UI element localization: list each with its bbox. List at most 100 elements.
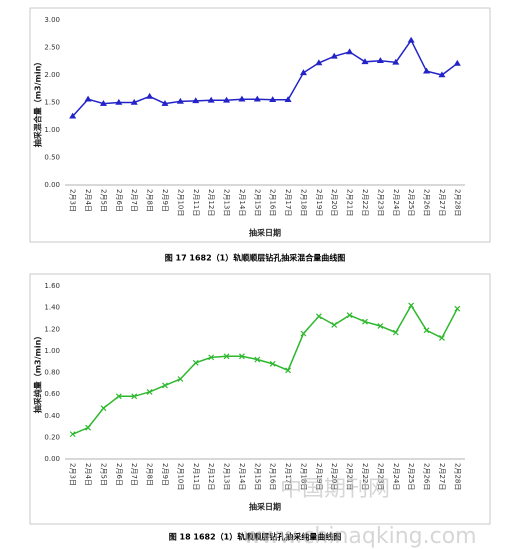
marker (223, 353, 230, 360)
marker (146, 389, 153, 395)
x-tick-label: 2月26日 (423, 189, 431, 216)
x-tick-label: 2月18日 (299, 463, 307, 490)
x-tick-label: 2月4日 (84, 189, 92, 212)
x-tick-label: 2月23日 (376, 463, 384, 490)
marker (453, 59, 461, 66)
x-tick-label: 2月13日 (223, 189, 231, 216)
y-tick-label: 1.20 (44, 325, 60, 333)
marker (177, 376, 184, 382)
x-tick-label: 2月23日 (376, 189, 384, 216)
marker (192, 97, 200, 104)
x-tick-label: 2月15日 (253, 189, 261, 216)
y-tick-label: 0.00 (44, 181, 60, 189)
x-tick-label: 2月8日 (146, 463, 154, 486)
y-tick-label: 0.60 (44, 390, 60, 398)
y-tick-label: 3.00 (44, 16, 60, 24)
y-tick-label: 1.40 (44, 304, 60, 312)
x-tick-label: 2月3日 (69, 463, 77, 486)
marker (346, 312, 353, 319)
x-tick-label: 2月24日 (392, 189, 400, 216)
x-tick-label: 2月19日 (315, 463, 323, 490)
marker (408, 302, 415, 309)
x-tick-label: 2月28日 (453, 189, 461, 216)
line (72, 303, 458, 435)
x-tick-label: 2月11日 (192, 189, 200, 216)
x-tick-label: 2月10日 (176, 463, 184, 490)
marker (69, 431, 76, 438)
marker (438, 334, 445, 341)
x-tick-label: 2月19日 (315, 189, 323, 216)
x-tick-label: 2月16日 (269, 463, 277, 490)
watermark: www.chinaqking.com (243, 524, 476, 549)
marker (300, 330, 307, 337)
x-tick-label: 2月26日 (423, 463, 431, 490)
x-tick-label: 2月13日 (223, 463, 231, 490)
caption: 图 18 1682（1）轨顺顺层钻孔抽采纯量曲线图 (169, 532, 342, 542)
x-tick-label: 2月21日 (346, 463, 354, 490)
x-tick-label: 2月27日 (438, 189, 446, 216)
x-tick-label: 2月5日 (99, 463, 107, 486)
x-tick-label: 2月28日 (453, 463, 461, 490)
x-tick-label: 2月16日 (269, 189, 277, 216)
x-tick-label: 2月6日 (115, 463, 123, 486)
x-axis-title: 抽采日期 (249, 228, 281, 238)
line (72, 38, 458, 117)
x-tick-label: 2月18日 (299, 189, 307, 216)
y-tick-label: 0.50 (44, 154, 60, 162)
x-tick-label: 2月14日 (238, 463, 246, 490)
x-tick-label: 2月27日 (438, 463, 446, 490)
marker (100, 405, 107, 412)
marker (131, 393, 138, 400)
marker (407, 36, 415, 43)
x-tick-label: 2月6日 (115, 189, 123, 212)
y-tick-label: 1.00 (44, 347, 60, 355)
marker (162, 382, 168, 389)
marker (161, 100, 169, 106)
marker (269, 96, 277, 103)
marker (299, 69, 307, 76)
x-tick-label: 2月3日 (69, 189, 77, 212)
y-tick-label: 0.40 (44, 412, 60, 420)
y-tick-label: 0.20 (44, 433, 60, 441)
y-tick-label: 1.00 (44, 126, 60, 134)
x-tick-label: 2月5日 (99, 189, 107, 212)
marker (377, 323, 384, 329)
marker (238, 353, 245, 360)
marker (362, 318, 368, 325)
y-axis-title: 抽采纯量（m3/min） (33, 332, 43, 414)
marker (361, 58, 369, 65)
marker (315, 59, 323, 66)
chart-frame (29, 7, 491, 243)
marker (454, 305, 461, 312)
marker (115, 393, 122, 400)
marker (331, 322, 338, 328)
marker (423, 327, 430, 334)
watermark: 中国期刊网 (280, 477, 390, 502)
x-tick-label: 2月22日 (361, 463, 369, 490)
x-tick-label: 2月22日 (361, 189, 369, 216)
x-tick-label: 2月12日 (207, 189, 215, 216)
marker (69, 112, 77, 119)
marker (99, 100, 107, 106)
x-tick-label: 2月7日 (130, 463, 138, 486)
y-tick-label: 0.00 (44, 455, 60, 463)
x-tick-label: 2月9日 (161, 189, 169, 212)
marker (269, 360, 276, 367)
marker (176, 97, 184, 104)
x-tick-label: 2月7日 (130, 189, 138, 212)
x-axis-title: 抽采日期 (249, 502, 281, 512)
marker (115, 98, 123, 105)
x-tick-label: 2月11日 (192, 463, 200, 490)
x-tick-label: 2月20日 (330, 189, 338, 216)
x-tick-label: 2月9日 (161, 463, 169, 486)
marker (238, 95, 246, 102)
x-tick-label: 2月20日 (330, 463, 338, 490)
y-axis-title: 抽采混合量（m3/min） (33, 58, 43, 148)
caption: 图 17 1682（1）轨顺顺层钻孔抽采混合量曲线图 (165, 253, 346, 263)
x-tick-label: 2月12日 (207, 463, 215, 490)
x-tick-label: 2月25日 (407, 189, 415, 216)
marker (376, 57, 384, 63)
y-tick-label: 2.00 (44, 71, 60, 79)
marker (284, 96, 292, 103)
